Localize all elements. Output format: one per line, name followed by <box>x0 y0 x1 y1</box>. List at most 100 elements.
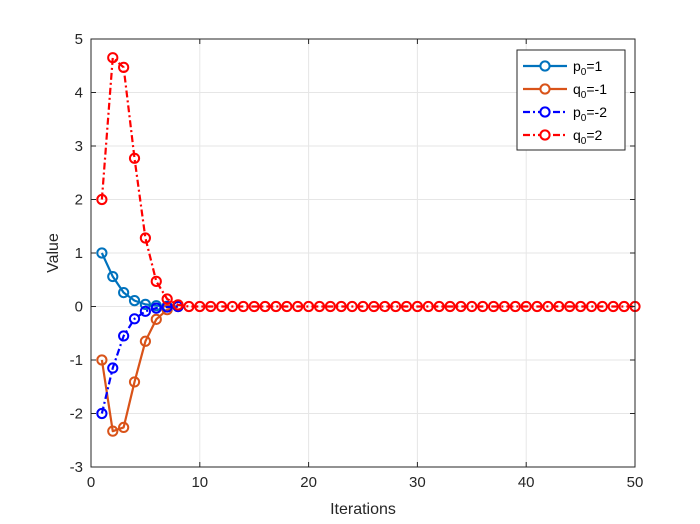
data-point <box>139 305 151 317</box>
data-point <box>118 286 130 299</box>
x-tick-label: 10 <box>191 474 208 491</box>
data-point <box>150 313 162 325</box>
data-point <box>303 300 315 313</box>
data-point <box>281 300 293 313</box>
legend-label-suffix: =-2 <box>586 104 607 120</box>
data-point <box>128 313 141 325</box>
legend-marker <box>539 83 551 95</box>
data-point <box>161 301 173 313</box>
data-point <box>368 300 380 313</box>
y-tick-label: -1 <box>70 352 83 369</box>
legend-label-subscript: 0 <box>581 113 587 124</box>
y-axis-label: Value <box>45 233 62 273</box>
data-point <box>183 300 195 313</box>
legend: p0=1q0=-1p0=-2q0=2 <box>516 49 626 151</box>
legend-entry-label: q0=-1 <box>573 81 607 101</box>
y-tick-label: 2 <box>75 192 83 209</box>
legend-label-suffix: =1 <box>586 58 602 74</box>
legend-label-subscript: 0 <box>581 136 587 147</box>
data-point <box>248 300 260 313</box>
data-point <box>346 300 358 313</box>
data-point <box>107 425 119 437</box>
x-tick-label: 50 <box>627 474 644 491</box>
x-tick-label: 0 <box>87 474 95 491</box>
data-point <box>411 300 423 313</box>
data-point <box>455 300 467 313</box>
data-point <box>324 300 336 313</box>
data-point <box>118 330 130 342</box>
data-point <box>335 300 347 313</box>
series-layer <box>96 52 641 437</box>
legend-label-base: q <box>573 81 581 97</box>
y-tick-label: -2 <box>70 406 83 423</box>
y-tick-label: 3 <box>75 138 83 155</box>
data-point <box>96 407 108 420</box>
data-point <box>128 295 141 307</box>
data-point <box>575 300 587 313</box>
data-point <box>390 300 402 313</box>
data-point <box>313 300 326 313</box>
data-point <box>107 52 119 64</box>
series-3 <box>96 52 641 313</box>
data-point <box>107 270 119 283</box>
legend-marker <box>539 60 551 72</box>
legend-marker <box>539 106 551 118</box>
data-point <box>259 300 271 313</box>
legend-marker <box>539 129 551 141</box>
data-point <box>379 300 391 313</box>
data-point <box>107 362 119 374</box>
y-tick-label: -3 <box>70 459 83 476</box>
data-point <box>509 300 521 313</box>
legend-label-suffix: =2 <box>586 127 602 143</box>
y-tick-label: 4 <box>75 85 83 102</box>
data-point <box>422 300 434 313</box>
data-point <box>618 300 630 313</box>
data-point <box>150 275 162 287</box>
data-point <box>118 61 130 73</box>
data-point <box>400 300 413 313</box>
data-point <box>444 300 456 313</box>
data-point <box>205 300 217 313</box>
y-tick-label: 5 <box>75 31 83 48</box>
data-point <box>477 300 489 313</box>
data-point <box>139 335 151 347</box>
data-point <box>531 300 543 313</box>
legend-entry-label: q0=2 <box>573 127 603 147</box>
data-point <box>585 300 598 313</box>
data-point <box>150 302 162 314</box>
data-point <box>96 354 108 366</box>
data-point <box>270 300 282 313</box>
data-point <box>226 300 239 313</box>
data-point <box>487 300 500 313</box>
legend-entry-label: p0=1 <box>573 58 603 78</box>
data-point <box>357 300 369 313</box>
data-point <box>542 300 554 313</box>
data-point <box>292 300 304 313</box>
data-point <box>172 299 184 311</box>
legend-label-base: q <box>573 127 581 143</box>
axis-ticks: 0 10 20 30 40 50 -3 -2 -1 0 1 2 3 4 5 <box>70 31 644 491</box>
legend-entry-label: p0=-2 <box>573 104 607 124</box>
y-tick-label: 0 <box>75 299 83 316</box>
y-tick-label: 1 <box>75 245 83 262</box>
legend-label-base: p <box>573 104 581 120</box>
data-point <box>215 300 228 313</box>
x-axis-label: Iterations <box>330 501 396 518</box>
data-point <box>520 300 532 313</box>
data-point <box>553 300 565 313</box>
data-point <box>161 293 173 305</box>
legend-label-base: p <box>573 58 581 74</box>
data-point <box>96 193 108 206</box>
data-point <box>118 421 130 434</box>
data-point <box>596 300 608 313</box>
data-point <box>564 300 576 313</box>
legend-label-suffix: =-1 <box>586 81 607 97</box>
data-point <box>96 247 108 259</box>
data-point <box>139 298 151 310</box>
data-point <box>433 300 445 313</box>
x-tick-label: 30 <box>409 474 426 491</box>
x-tick-label: 20 <box>300 474 317 491</box>
legend-label-subscript: 0 <box>581 90 587 101</box>
data-point <box>237 300 249 313</box>
